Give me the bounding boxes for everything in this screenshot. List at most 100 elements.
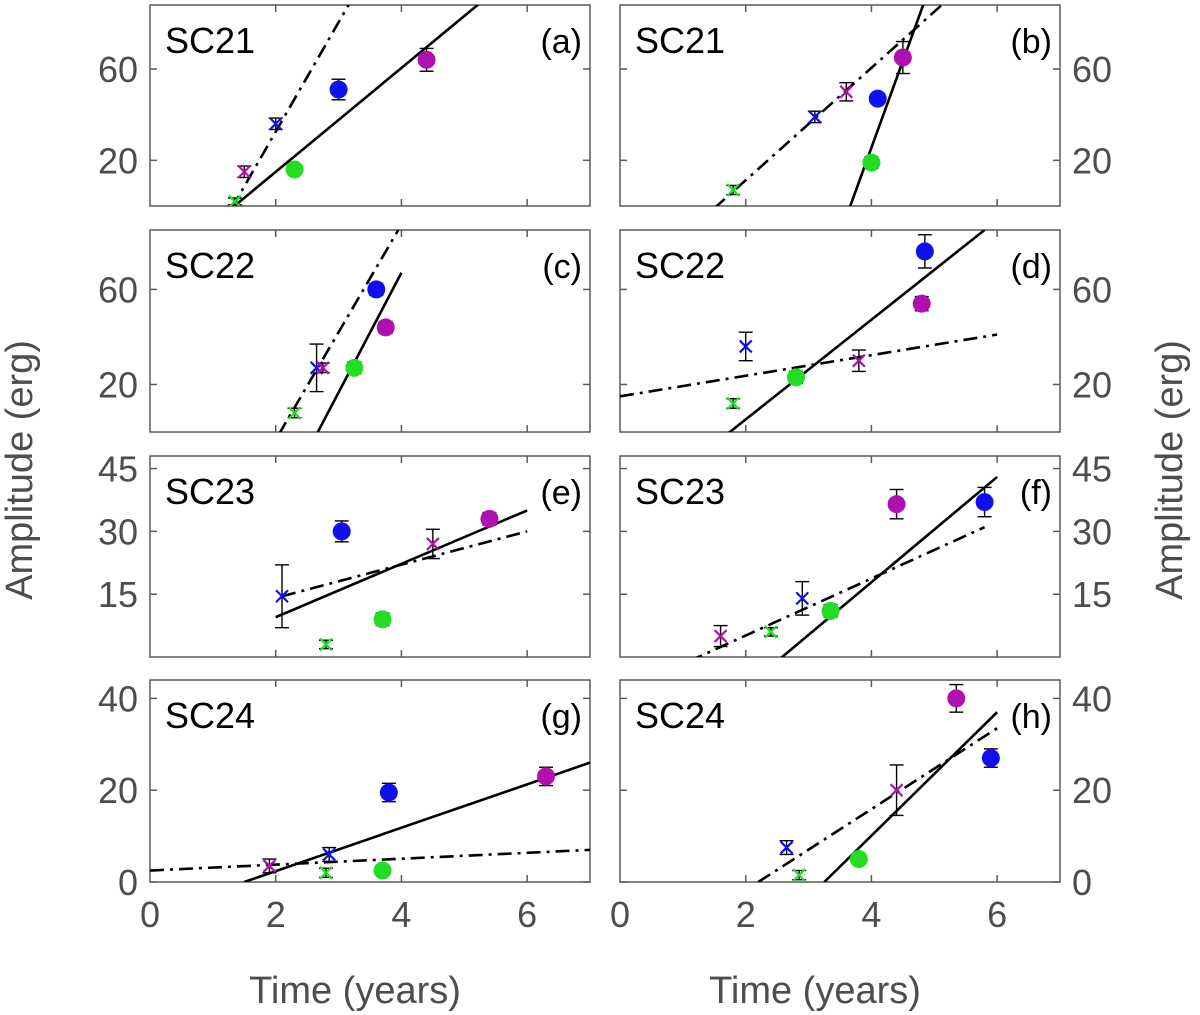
fit-line-solid <box>780 475 998 657</box>
circle-marker <box>912 294 931 313</box>
data-point-magenta <box>889 764 904 817</box>
cycle-label: SC21 <box>165 20 255 61</box>
data-point-blue <box>309 343 324 393</box>
data-point-green <box>787 368 805 387</box>
circle-marker <box>862 153 881 172</box>
y-tick-label: 40 <box>98 678 138 719</box>
cross-marker <box>287 406 302 420</box>
data-point-green <box>227 194 242 206</box>
panel-a: 20 60 SC21 (a) <box>98 4 591 207</box>
data-point-green <box>726 396 741 411</box>
y-tick-label: 60 <box>1072 49 1112 90</box>
panel-h: 0 20 40 0 2 4 6 SC24 (h) <box>610 678 1112 935</box>
plot-area <box>695 475 998 657</box>
data-point-green <box>373 610 392 629</box>
circle-marker <box>367 280 386 299</box>
panel-frame <box>619 4 1061 207</box>
circle-marker <box>376 318 395 337</box>
panel-letter: (a) <box>540 23 582 61</box>
panel-letter: (g) <box>540 698 582 736</box>
data-point-green <box>287 406 302 420</box>
y-tick-label: 15 <box>98 574 138 615</box>
panel-frame <box>619 455 1061 658</box>
cross-marker <box>792 868 806 882</box>
panel-b: 20 60 SC21 (b) <box>619 4 1112 207</box>
panel-frame <box>149 4 591 207</box>
circle-marker <box>379 783 398 802</box>
y-tick-label: 40 <box>1072 678 1112 719</box>
plot-area <box>278 230 403 432</box>
panel-frame <box>149 229 591 433</box>
data-point-blue <box>379 782 398 803</box>
cross-marker <box>426 537 440 551</box>
data-point-blue <box>868 89 887 108</box>
x-tick-label: 0 <box>140 894 160 935</box>
fit-line-solid <box>232 5 480 206</box>
cross-marker <box>713 629 728 643</box>
cycle-label: SC21 <box>635 20 725 61</box>
panel-letter: (f) <box>1020 474 1052 512</box>
data-point-green <box>373 861 392 880</box>
y-tick-label: 20 <box>98 770 138 811</box>
cycle-label: SC23 <box>165 471 255 512</box>
circle-marker <box>787 368 805 387</box>
panel-letter: (b) <box>1010 23 1052 61</box>
y-tick-label: 20 <box>1072 140 1112 181</box>
fit-line-dashdot <box>278 230 400 432</box>
y-axis-label-right: Amplitude (erg) <box>1149 340 1191 600</box>
data-point-magenta <box>537 766 555 787</box>
cross-marker <box>779 840 794 855</box>
cross-marker <box>738 339 753 354</box>
data-point-blue <box>915 234 934 269</box>
fit-line-solid <box>848 5 925 206</box>
data-point-magenta <box>425 528 440 560</box>
cycle-label: SC24 <box>635 695 725 736</box>
cross-marker <box>268 116 283 131</box>
x-tick-label: 6 <box>517 894 537 935</box>
x-axis-label-right: Time (years) <box>709 970 921 1012</box>
cross-marker <box>262 859 277 873</box>
data-point-blue <box>367 280 386 299</box>
fit-line-dashdot <box>620 333 998 398</box>
circle-marker <box>915 242 934 261</box>
y-tick-label: 20 <box>98 140 138 181</box>
panel-frame <box>149 679 591 883</box>
fit-line-dashdot <box>757 727 998 882</box>
cross-marker <box>795 591 810 606</box>
y-tick-label: 45 <box>98 449 138 490</box>
data-point-magenta <box>713 624 728 648</box>
cross-marker <box>852 353 866 368</box>
data-point-green <box>763 625 778 639</box>
panel-d: 20 60 SC22 (d) <box>619 229 1112 433</box>
data-point-green <box>792 868 807 882</box>
fit-line-solid <box>727 230 986 432</box>
data-point-magenta <box>839 81 854 102</box>
data-point-blue <box>329 78 348 101</box>
cross-marker <box>275 589 289 604</box>
plot-area <box>757 683 1000 882</box>
panel-frame <box>619 679 1061 883</box>
circle-marker <box>975 493 994 512</box>
fit-line-dashdot <box>281 530 528 598</box>
y-tick-label: 30 <box>98 511 138 552</box>
cross-marker <box>839 85 854 99</box>
y-tick-label: 45 <box>1072 449 1112 490</box>
data-point-blue <box>738 331 753 362</box>
circle-marker <box>537 767 555 786</box>
cross-marker <box>322 847 336 862</box>
cross-marker <box>808 110 822 124</box>
y-tick-label: 20 <box>1072 770 1112 811</box>
panel-c: 20 60 SC22 (c) <box>98 229 591 433</box>
cycle-label: SC22 <box>165 245 255 286</box>
x-tick-label: 4 <box>391 894 411 935</box>
circle-marker <box>480 509 499 528</box>
data-point-magenta <box>376 318 395 337</box>
plot-area <box>275 509 528 652</box>
x-tick-label: 6 <box>987 894 1007 935</box>
circle-marker <box>345 358 364 377</box>
cross-marker <box>319 637 333 652</box>
cross-marker <box>316 361 330 375</box>
cross-marker <box>319 866 333 880</box>
fit-line-dashdot <box>150 848 590 872</box>
data-point-magenta <box>262 858 277 874</box>
